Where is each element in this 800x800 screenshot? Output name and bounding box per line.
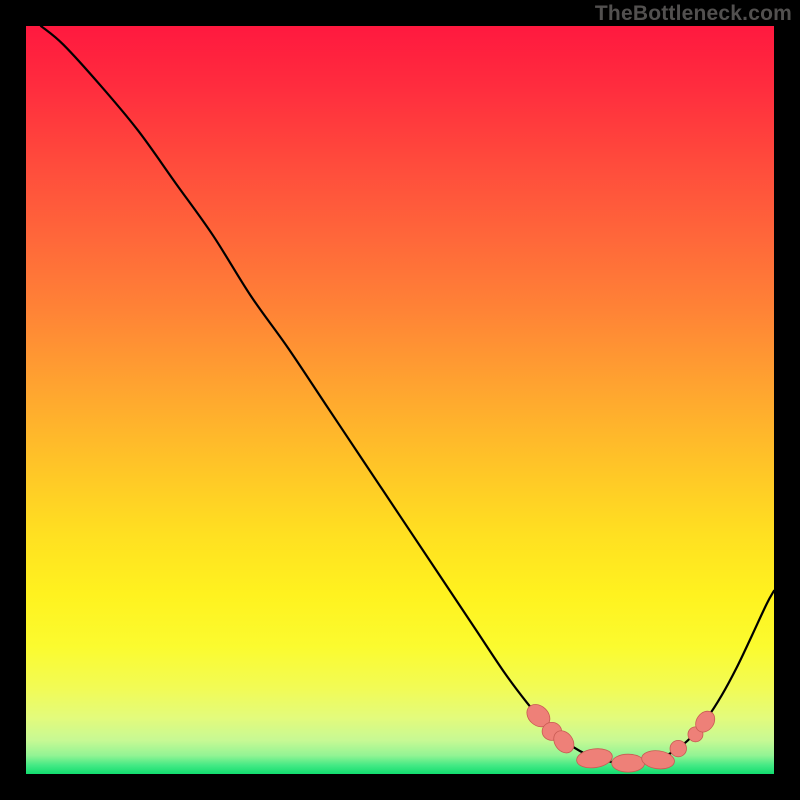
curve-marker (670, 740, 686, 756)
chart-canvas: TheBottleneck.com (0, 0, 800, 800)
curve-marker (612, 754, 645, 772)
watermark-text: TheBottleneck.com (595, 2, 792, 26)
bottleneck-curve (41, 26, 774, 764)
curve-marker (575, 747, 613, 771)
plot-svg (0, 0, 800, 800)
